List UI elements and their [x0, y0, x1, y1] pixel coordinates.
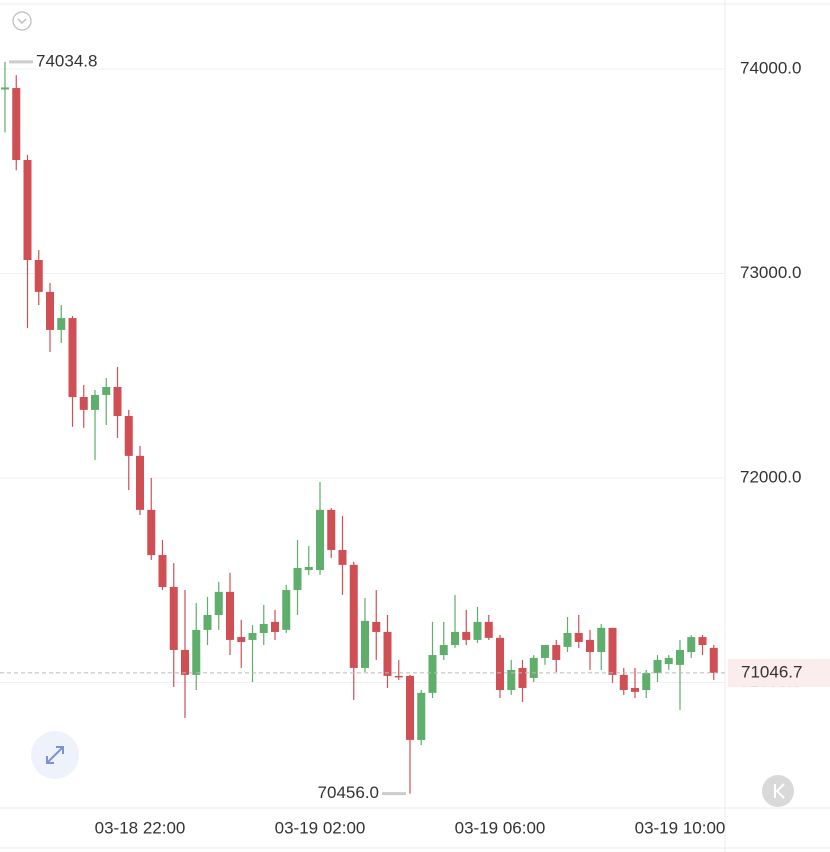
collapse-button[interactable] — [12, 11, 32, 31]
candle-body — [496, 637, 504, 691]
grid — [0, 68, 725, 683]
x-tick-label: 03-19 02:00 — [275, 818, 366, 837]
candle-body — [372, 621, 381, 632]
candle-body — [316, 509, 324, 570]
candle-body — [619, 674, 628, 691]
candle-body — [563, 632, 572, 647]
candle-body — [1, 87, 9, 90]
last-price-label: 71046.7 — [741, 662, 802, 681]
candle-body — [383, 631, 392, 676]
candle-body — [169, 586, 178, 650]
candle-body — [113, 386, 122, 417]
candle-body — [79, 397, 88, 410]
y-tick-label: 74000.0 — [740, 59, 801, 78]
candle-body — [552, 645, 561, 660]
candle-body — [518, 667, 527, 688]
candles — [1, 61, 718, 794]
x-tick-label: 03-19 06:00 — [455, 818, 546, 837]
candle-body — [12, 88, 21, 161]
candle-body — [192, 629, 201, 675]
candle-body — [642, 673, 651, 691]
extreme-label: 70456.0 — [318, 783, 379, 802]
candle-body — [394, 675, 403, 678]
collapse-circle — [12, 11, 32, 31]
candle-body — [586, 639, 594, 652]
candle-body — [349, 564, 358, 668]
x-tick-label: 03-19 10:00 — [635, 818, 726, 837]
candle-body — [147, 509, 156, 556]
candle-body — [664, 657, 673, 665]
candle-body — [181, 649, 189, 675]
back-icon — [774, 783, 785, 799]
x-tick-label: 03-18 22:00 — [95, 818, 186, 837]
candle-body — [237, 637, 246, 642]
candle-body — [271, 621, 279, 632]
candle-body — [91, 394, 99, 410]
candle-body — [338, 549, 347, 565]
y-tick-label: 73000.0 — [740, 263, 801, 282]
candle-body — [698, 637, 707, 646]
back-button[interactable] — [762, 775, 794, 807]
candle-body — [304, 566, 313, 570]
candle-body — [361, 620, 369, 668]
candle-body — [68, 318, 77, 398]
candle-body — [102, 386, 111, 395]
candle-body — [57, 318, 66, 330]
candle-body — [608, 627, 617, 675]
candle-body — [676, 649, 684, 665]
y-tick-label: 72000.0 — [740, 467, 801, 486]
candle-body — [406, 675, 414, 740]
candle-body — [203, 614, 212, 630]
candle-body — [46, 291, 54, 330]
candle-body — [631, 687, 639, 692]
candle-body — [529, 657, 538, 678]
candle-body — [439, 645, 448, 656]
candle-body — [23, 160, 32, 261]
candle-body — [136, 455, 144, 510]
candle-body — [226, 591, 234, 640]
candle-body — [34, 260, 43, 292]
candle-body — [484, 621, 493, 638]
candle-body — [282, 590, 291, 630]
candle-body — [653, 659, 662, 674]
candle-body — [451, 631, 459, 646]
candle-body — [574, 632, 583, 642]
candle-body — [507, 669, 516, 691]
candle-body — [259, 623, 268, 633]
extreme-label: 74034.8 — [36, 51, 97, 70]
candle-body — [327, 509, 336, 550]
candle-body — [428, 655, 437, 693]
candle-body — [541, 645, 549, 658]
candle-body — [293, 567, 302, 591]
candle-body — [597, 627, 606, 652]
candle-body — [709, 647, 718, 673]
candle-body — [473, 621, 482, 640]
candle-body — [124, 416, 133, 456]
expand-icon — [46, 746, 64, 764]
candle-body — [417, 692, 426, 740]
candle-body — [687, 637, 696, 652]
candle-body — [248, 632, 257, 640]
candle-body — [214, 591, 223, 615]
chevron — [17, 18, 27, 24]
candle-body — [462, 631, 471, 640]
last-price-box — [728, 658, 830, 687]
candle-body — [158, 555, 167, 587]
expand-button[interactable] — [31, 731, 79, 779]
